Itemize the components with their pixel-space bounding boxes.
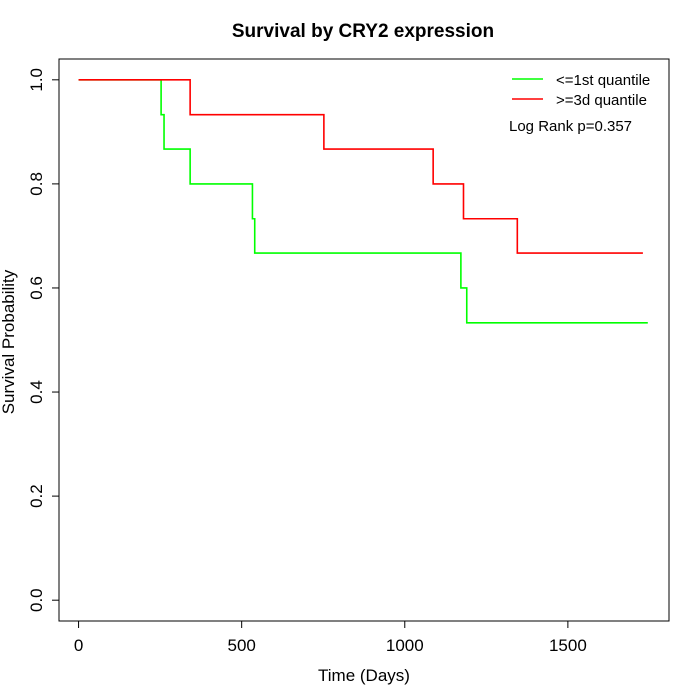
legend-label-low: <=1st quantile (556, 72, 650, 89)
x-tick-label: 0 (74, 636, 83, 655)
y-tick-label: 0.4 (27, 380, 46, 404)
legend-label-high: >=3d quantile (556, 92, 647, 109)
x-tick-label: 1500 (549, 636, 587, 655)
series-high-quantile (78, 79, 643, 254)
x-tick-label: 500 (227, 636, 255, 655)
y-tick-label: 0.0 (27, 588, 46, 612)
plot-frame (58, 58, 670, 622)
y-axis-title: Survival Probability (0, 269, 18, 414)
log-rank-annotation: Log Rank p=0.357 (509, 118, 632, 135)
legend: <=1st quantile >=3d quantile (512, 72, 650, 109)
y-tick-label: 0.8 (27, 172, 46, 196)
x-tick-label: 1000 (386, 636, 424, 655)
x-axis: 0 500 1000 1500 (74, 620, 587, 655)
y-tick-label: 0.6 (27, 276, 46, 300)
series-layer (78, 79, 648, 324)
x-axis-title: Time (Days) (318, 666, 410, 685)
y-tick-label: 0.2 (27, 484, 46, 508)
y-axis: 0.0 0.2 0.4 0.6 0.8 1.0 (27, 68, 60, 612)
series-low-quantile (78, 79, 648, 324)
y-tick-label: 1.0 (27, 68, 46, 92)
chart-title: Survival by CRY2 expression (232, 21, 494, 42)
